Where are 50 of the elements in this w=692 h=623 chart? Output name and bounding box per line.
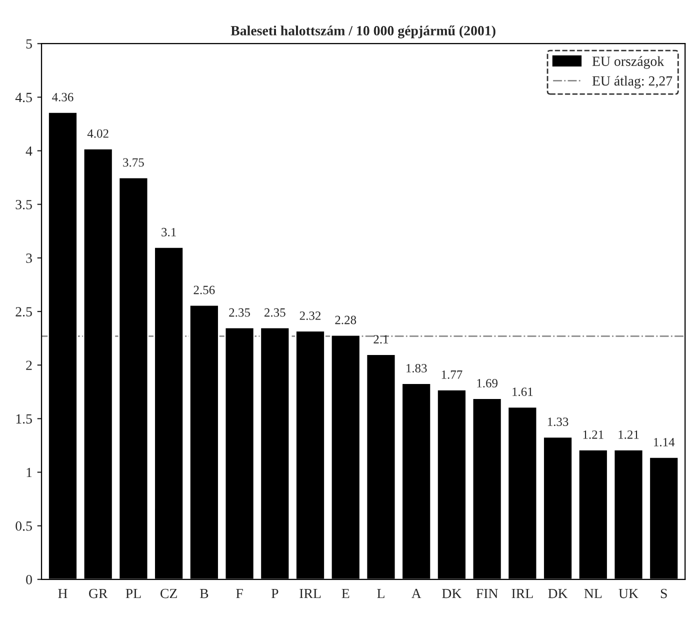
data-label: 4.36	[52, 92, 74, 102]
data-label: 1.61	[512, 388, 533, 396]
data-label: 1.77	[442, 370, 462, 379]
x-tick-label: L	[377, 588, 384, 598]
x-tick-label: DK	[548, 588, 568, 598]
data-label: 1.69	[477, 379, 498, 388]
y-tick-label: 0	[26, 574, 32, 584]
data-label: 1.33	[548, 418, 568, 426]
data-label: 2.35	[229, 308, 250, 317]
x-tick-label: B	[200, 588, 208, 598]
x-tick-label: H	[58, 588, 68, 598]
x-tick-label: GR	[89, 588, 108, 598]
x-tick-label: IRL	[512, 588, 533, 598]
y-tick-label: 4	[26, 146, 32, 156]
x-tick-label: PL	[126, 588, 141, 598]
data-label: 1.21	[583, 430, 604, 439]
y-tick-label: 1	[26, 468, 32, 478]
y-tick-label: 3	[26, 254, 32, 263]
x-tick-label: CZ	[160, 588, 177, 598]
y-tick-label: 2.5	[16, 307, 32, 317]
data-label: 1.14	[654, 438, 675, 446]
y-tick-label: 5	[26, 39, 32, 49]
x-tick-label: UK	[618, 588, 638, 598]
x-tick-label: FIN	[476, 588, 498, 598]
data-label: 2.56	[194, 286, 215, 294]
data-label: 2.1	[374, 335, 388, 344]
x-tick-label: NL	[584, 588, 602, 598]
data-label: 2.32	[300, 312, 321, 320]
y-tick-label: 1.5	[16, 414, 32, 424]
y-tick-label: 4.5	[15, 92, 32, 102]
x-tick-label: E	[342, 588, 350, 598]
x-tick-label: F	[236, 588, 243, 598]
y-tick-label: 3.5	[16, 200, 32, 210]
legend-label: EU országok	[592, 56, 664, 69]
x-tick-label: DK	[442, 588, 462, 598]
legend-label: EU átlag: 2,27	[592, 76, 672, 88]
data-label: 1.21	[618, 430, 639, 439]
data-label: 4.02	[87, 129, 108, 138]
x-tick-label: IRL	[300, 588, 321, 598]
x-tick-label: A	[411, 588, 422, 598]
data-label: 3.75	[123, 158, 144, 167]
data-label: 3.1	[162, 228, 176, 236]
chart-title: Baleseti halottszám / 10 000 gépjármű (2001)	[230, 25, 496, 38]
data-label: 2.28	[335, 316, 356, 324]
x-tick-label: P	[271, 588, 278, 598]
data-label: 1.83	[406, 364, 427, 372]
y-tick-label: 2	[26, 360, 32, 370]
data-label: 2.35	[264, 308, 286, 317]
y-tick-label: 0.5	[16, 521, 32, 531]
x-tick-label: S	[660, 588, 667, 598]
